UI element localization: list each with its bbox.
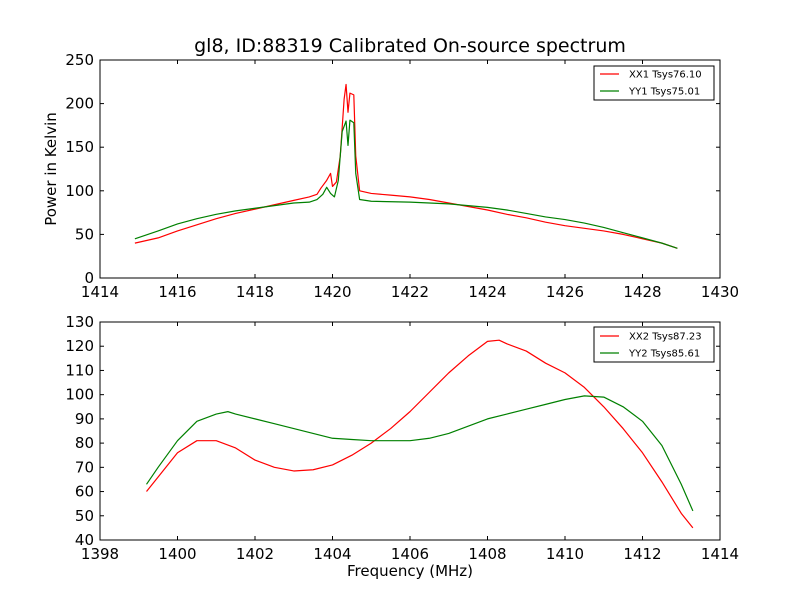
bottom-y-tick-label: 90 <box>75 410 94 428</box>
top-x-tick-label: 1414 <box>81 283 119 301</box>
top-spectrum-panel: 1414 1416 1418 1420 1422 1424 1426 1428 1430 0 50 1… <box>42 51 739 301</box>
bottom-legend-label-xx2: XX2 Tsys87.23 <box>629 332 702 343</box>
top-y-tick-label: 0 <box>84 269 94 287</box>
top-x-tick-label: 1420 <box>313 283 351 301</box>
top-x-tick-label: 1422 <box>391 283 429 301</box>
bottom-x-tick-label: 1400 <box>158 545 196 563</box>
bottom-x-tick-label: 1404 <box>313 545 351 563</box>
bottom-y-tick-label: 100 <box>65 386 94 404</box>
bottom-y-tick-label: 50 <box>75 507 94 525</box>
top-legend-box <box>593 65 715 101</box>
bottom-x-tick-label: 1412 <box>623 545 661 563</box>
bottom-y-tick-label: 130 <box>65 313 94 331</box>
top-y-tick-label: 50 <box>75 225 94 243</box>
bottom-legend: XX2 Tsys87.23 YY2 Tsys85.61 <box>593 326 715 363</box>
top-x-tick-label: 1424 <box>468 283 506 301</box>
bottom-y-tick-label: 70 <box>75 458 94 476</box>
top-y-tick-label: 100 <box>65 182 94 200</box>
bottom-x-tick-label: 1410 <box>546 545 584 563</box>
top-x-tick-label: 1418 <box>236 283 274 301</box>
bottom-x-tick-label: 1414 <box>701 545 739 563</box>
bottom-series-line-xx <box>146 339 694 529</box>
top-y-tick-label: 150 <box>65 138 94 156</box>
bottom-legend-box <box>593 326 715 363</box>
bottom-y-tick-label: 80 <box>75 434 94 452</box>
bottom-y-tick-label: 40 <box>75 531 94 549</box>
top-y-tick-label: 200 <box>65 95 94 113</box>
figure-title: gl8, ID:88319 Calibrated On-source spect… <box>194 35 626 57</box>
top-x-tick-label: 1428 <box>623 283 661 301</box>
bottom-x-tick-label: 1408 <box>468 545 506 563</box>
bottom-x-tick-label: 1402 <box>236 545 274 563</box>
top-x-tick-label: 1416 <box>158 283 196 301</box>
bottom-y-tick-label: 120 <box>65 337 94 355</box>
top-x-tick-label: 1430 <box>701 283 739 301</box>
bottom-y-tick-label: 110 <box>65 361 94 379</box>
bottom-legend-label-yy2: YY2 Tsys85.61 <box>628 349 700 360</box>
bottom-series-line-yy <box>146 395 694 512</box>
top-x-tick-label: 1426 <box>546 283 584 301</box>
top-legend: XX1 Tsys76.10 YY1 Tsys75.01 <box>593 65 715 101</box>
bottom-x-tick-label: 1398 <box>81 545 119 563</box>
bottom-y-tick-label: 60 <box>75 483 94 501</box>
top-legend-label-xx1: XX1 Tsys76.10 <box>629 70 702 81</box>
top-legend-label-yy1: YY1 Tsys75.01 <box>628 87 700 98</box>
bottom-x-tick-label: 1406 <box>391 545 429 563</box>
bottom-spectrum-panel: 1398 1400 1402 1404 1406 1408 1410 1412 1414 40 50… <box>65 313 739 580</box>
top-y-tick-label: 250 <box>65 51 94 69</box>
top-y-axis-label: Power in Kelvin <box>42 112 60 226</box>
top-series-line-yy <box>134 119 678 249</box>
bottom-x-axis-label: Frequency (MHz) <box>347 562 473 580</box>
